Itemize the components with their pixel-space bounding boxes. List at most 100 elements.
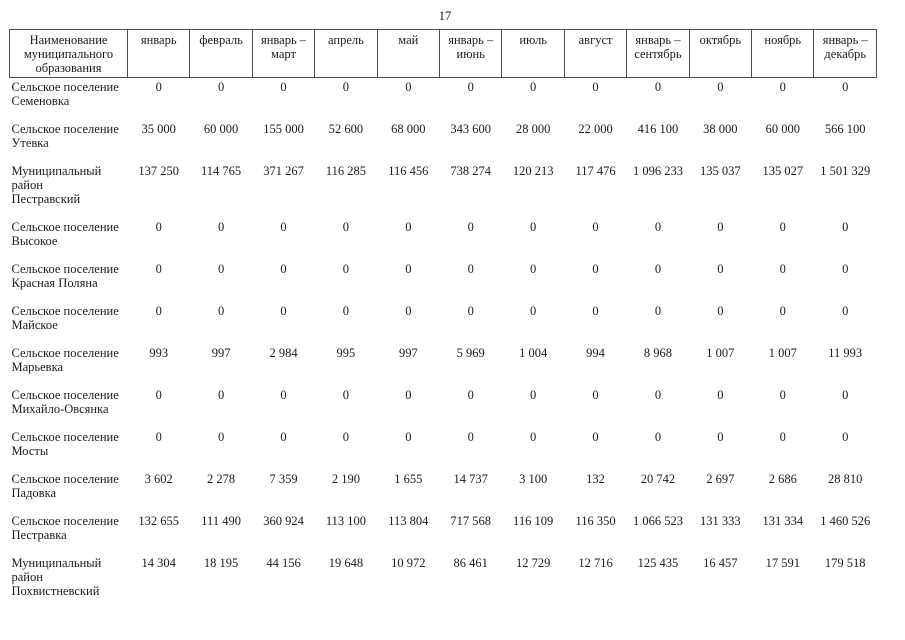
value-cell: 0: [155, 388, 162, 402]
value-cell: 0: [155, 262, 162, 276]
value-cell: 35 000: [141, 122, 176, 136]
table-row: Муниципальный район Пестравский 137 250 11…: [10, 162, 877, 218]
table-row: Сельское поселение Семеновка 0 0 0 0 0 0 0 0 0 0 0 0: [10, 78, 877, 121]
value-cell: 0: [592, 430, 599, 444]
value-cell: 60 000: [203, 122, 239, 136]
value-cell: 131 334: [762, 514, 804, 528]
table-row: Муниципальный район Похвистневский 14 304…: [10, 554, 877, 610]
table-body: Сельское поселение Семеновка 0 0 0 0 0 0 0 0 0 0 0 0…: [10, 78, 877, 611]
value-cell: 0: [405, 220, 412, 234]
value-cell: 0: [592, 262, 599, 276]
value-cell: 116 456: [388, 164, 429, 178]
value-cell: 111 490: [201, 514, 241, 528]
column-header: август: [563, 29, 628, 78]
row-name-cell: Сельское поселение Падовка: [11, 472, 119, 500]
value-cell: 0: [717, 388, 724, 402]
value-cell: 0: [530, 220, 537, 234]
value-cell: 0: [717, 220, 724, 234]
value-cell: 0: [779, 430, 786, 444]
column-header: май: [376, 29, 441, 78]
value-cell: 2 984: [269, 346, 298, 360]
value-cell: 12 729: [515, 556, 551, 570]
value-cell: 125 435: [637, 556, 679, 570]
value-cell: 0: [405, 80, 412, 94]
table-row: Сельское поселение Красная Поляна 0 0 0 0 0 0 0…: [10, 260, 877, 302]
value-cell: 0: [530, 262, 537, 276]
value-cell: 0: [842, 430, 849, 444]
value-cell: 0: [342, 80, 350, 94]
value-cell: 44 156: [266, 556, 301, 570]
column-header: январь – июнь: [439, 29, 503, 78]
value-cell: 28 000: [515, 122, 551, 136]
table-row: Сельское поселение Падовка 3 602 2 278 7 35…: [10, 470, 877, 512]
value-cell: 0: [467, 388, 474, 402]
value-cell: 0: [467, 262, 474, 276]
value-cell: 116 109: [513, 514, 554, 528]
value-cell: 0: [217, 80, 225, 94]
value-cell: 0: [217, 430, 225, 444]
value-cell: 16 457: [703, 556, 738, 570]
value-cell: 0: [842, 80, 849, 94]
value-cell: 68 000: [391, 122, 426, 136]
column-header: январь – декабрь: [813, 29, 877, 78]
value-cell: 0: [779, 220, 786, 234]
value-cell: 86 461: [453, 556, 488, 570]
value-cell: 8 968: [643, 346, 673, 360]
column-header: январь – март: [251, 29, 316, 78]
value-cell: 60 000: [765, 122, 800, 136]
table-row: Сельское поселение Майское 0 0 0 0 0 0 0 0 0 0 0 0: [10, 302, 877, 344]
row-name-cell: Сельское поселение Красная Поляна: [11, 262, 119, 290]
value-cell: 0: [467, 430, 474, 444]
value-cell: 1 460 526: [820, 514, 871, 528]
value-cell: 993: [149, 346, 169, 360]
value-cell: 28 810: [828, 472, 863, 486]
value-cell: 738 274: [450, 164, 492, 178]
value-cell: 0: [342, 262, 350, 276]
value-cell: 0: [280, 262, 287, 276]
column-header: ноябрь: [751, 29, 815, 78]
value-cell: 2 278: [207, 472, 236, 486]
value-cell: 120 213: [512, 164, 554, 178]
value-cell: 0: [779, 80, 786, 94]
value-cell: 0: [779, 304, 786, 318]
value-cell: 0: [592, 388, 599, 402]
value-cell: 19 648: [328, 556, 364, 570]
value-cell: 0: [405, 304, 412, 318]
row-name-cell: Сельское поселение Высокое: [11, 220, 119, 248]
value-cell: 0: [654, 220, 662, 234]
value-cell: 132 655: [138, 514, 180, 528]
value-cell: 114 765: [201, 164, 242, 178]
row-name-cell: Сельское поселение Утевка: [11, 122, 119, 150]
value-cell: 371 267: [263, 164, 304, 178]
value-cell: 12 716: [578, 556, 613, 570]
column-header: Наименование муниципального образования: [9, 29, 128, 78]
value-cell: 997: [398, 346, 418, 360]
value-cell: 2 697: [706, 472, 735, 486]
value-cell: 0: [592, 304, 599, 318]
value-cell: 416 100: [637, 122, 679, 136]
value-cell: 22 000: [578, 122, 613, 136]
value-cell: 0: [155, 80, 162, 94]
value-cell: 0: [405, 430, 412, 444]
value-cell: 0: [280, 430, 287, 444]
value-cell: 0: [280, 388, 287, 402]
value-cell: 994: [586, 346, 605, 360]
value-cell: 18 195: [203, 556, 239, 570]
value-cell: 0: [217, 262, 225, 276]
value-cell: 0: [217, 388, 225, 402]
row-name-cell: Сельское поселение Марьевка: [11, 346, 119, 374]
value-cell: 0: [155, 430, 162, 444]
table-row: Сельское поселение Мосты 0 0 0 0 0 0 0 0 0 0 0 0: [10, 428, 877, 470]
value-cell: 38 000: [703, 122, 738, 136]
value-cell: 113 804: [388, 514, 429, 528]
column-header: апрель: [314, 29, 378, 78]
value-cell: 0: [654, 304, 662, 318]
value-cell: 0: [530, 388, 537, 402]
value-cell: 566 100: [824, 122, 866, 136]
table-row: Сельское поселение Утевка 35 000 60 000 155…: [10, 120, 877, 162]
value-cell: 10 972: [391, 556, 426, 570]
value-cell: 116 350: [575, 514, 616, 528]
value-cell: 7 359: [269, 472, 298, 486]
value-cell: 0: [467, 80, 474, 94]
value-cell: 132: [586, 472, 605, 486]
